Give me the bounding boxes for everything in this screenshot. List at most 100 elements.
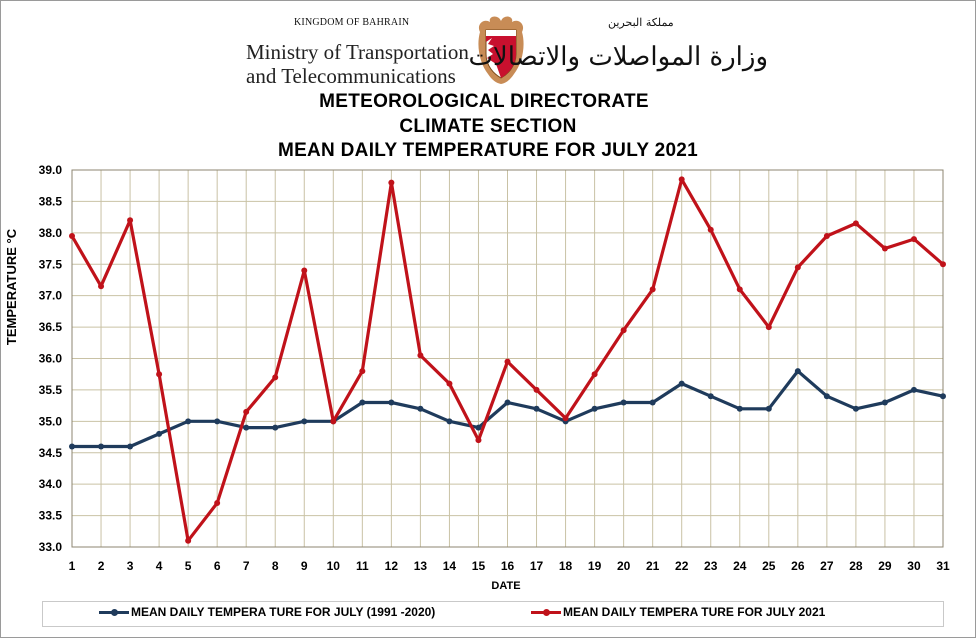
data-point-normal xyxy=(69,443,75,450)
y-tick-label: 34.5 xyxy=(39,446,63,460)
x-tick-label: 9 xyxy=(301,559,308,573)
data-point-normal xyxy=(765,405,772,412)
chart-title: METEOROLOGICAL DIRECTORATE xyxy=(319,91,649,112)
y-tick-label: 37.5 xyxy=(39,257,63,271)
data-point-normal xyxy=(98,443,105,450)
y-tick-label: 39.0 xyxy=(39,163,63,177)
x-axis-label: DATE xyxy=(491,580,520,592)
data-point-normal xyxy=(707,393,714,400)
x-tick-label: 22 xyxy=(675,559,689,573)
data-point-current xyxy=(98,283,105,290)
bahrain-emblem-icon xyxy=(478,16,524,84)
x-tick-label: 21 xyxy=(646,559,660,573)
data-point-normal xyxy=(388,399,395,406)
data-point-current xyxy=(127,217,134,224)
x-tick-label: 17 xyxy=(530,559,544,573)
data-point-normal xyxy=(678,380,685,387)
chart-series xyxy=(69,176,946,544)
x-tick-label: 19 xyxy=(588,559,602,573)
x-tick-label: 10 xyxy=(327,559,341,573)
y-tick-label: 36.0 xyxy=(39,352,63,366)
data-point-normal xyxy=(620,399,627,406)
data-point-current xyxy=(678,176,685,183)
legend-item-normal: MEAN DAILY TEMPERA TURE FOR JULY (1991 -… xyxy=(99,605,435,619)
data-point-current xyxy=(185,537,192,544)
y-tick-label: 35.5 xyxy=(39,383,63,397)
x-tick-label: 1 xyxy=(69,559,76,573)
data-point-current xyxy=(446,380,453,387)
data-point-current xyxy=(852,220,859,227)
x-tick-label: 12 xyxy=(385,559,399,573)
kingdom-label: KINGDOM OF BAHRAIN xyxy=(294,17,410,28)
data-point-current xyxy=(272,374,279,381)
data-point-normal xyxy=(504,399,511,406)
x-tick-label: 4 xyxy=(156,559,163,573)
data-point-current xyxy=(330,418,337,425)
data-point-current xyxy=(214,500,221,507)
ministry-line-2: and Telecommunications xyxy=(246,64,456,88)
data-point-normal xyxy=(794,368,801,375)
data-point-current xyxy=(156,371,163,378)
line-chart: 33.0 33.5 34.0 34.5 35.0 35.5 36.0 36.5 37.0 37.5… xyxy=(39,163,950,592)
x-tick-label: 28 xyxy=(849,559,863,573)
y-tick-label: 33.0 xyxy=(39,540,63,554)
data-point-normal xyxy=(417,405,424,412)
x-tick-label: 23 xyxy=(704,559,718,573)
data-point-normal xyxy=(736,405,743,412)
data-point-current xyxy=(504,358,511,365)
data-point-normal xyxy=(359,399,366,406)
y-tick-label: 36.5 xyxy=(39,320,63,334)
chart-subtitle: CLIMATE SECTION xyxy=(399,116,577,137)
x-tick-label: 20 xyxy=(617,559,631,573)
data-point-current xyxy=(533,386,540,393)
data-point-current xyxy=(69,232,75,239)
legend-item-2021: MEAN DAILY TEMPERA TURE FOR JULY 2021 xyxy=(531,605,825,619)
data-point-current xyxy=(649,286,656,293)
chart-legend: MEAN DAILY TEMPERA TURE FOR JULY (1991 -… xyxy=(42,601,944,627)
data-point-normal xyxy=(823,393,830,400)
legend-swatch-2021 xyxy=(531,608,561,616)
x-tick-label: 8 xyxy=(272,559,279,573)
y-tick-label: 38.5 xyxy=(39,194,63,208)
data-point-normal xyxy=(910,386,917,393)
x-tick-label: 29 xyxy=(878,559,892,573)
data-point-current xyxy=(765,324,772,331)
arabic-ministry-name: وزارة المواصلات والاتصالات xyxy=(468,42,768,72)
data-point-normal xyxy=(446,418,453,425)
x-tick-label: 11 xyxy=(356,559,369,573)
data-point-current xyxy=(881,245,888,252)
data-point-normal xyxy=(591,405,598,412)
x-tick-label: 13 xyxy=(414,559,428,573)
y-axis-label: TEMPERATURE °C xyxy=(4,228,19,346)
x-tick-label: 7 xyxy=(243,559,250,573)
data-point-current xyxy=(736,286,743,293)
legend-label-normal: MEAN DAILY TEMPERA TURE FOR JULY (1991 -… xyxy=(131,605,436,619)
data-point-current xyxy=(417,352,424,359)
arabic-kingdom-label: مملكة البحرين xyxy=(608,16,674,29)
data-point-normal xyxy=(533,405,540,412)
x-tick-label: 27 xyxy=(820,559,834,573)
legend-label-2021: MEAN DAILY TEMPERA TURE FOR JULY 2021 xyxy=(563,605,826,619)
data-point-normal xyxy=(649,399,656,406)
data-point-normal xyxy=(475,424,482,431)
x-tick-label: 18 xyxy=(559,559,573,573)
data-point-normal xyxy=(185,418,192,425)
x-tick-label: 24 xyxy=(733,559,747,573)
y-tick-label: 35.0 xyxy=(39,414,63,428)
x-tick-label: 31 xyxy=(936,559,950,573)
data-point-normal xyxy=(940,393,946,400)
y-tick-label: 37.0 xyxy=(39,289,63,303)
x-tick-label: 6 xyxy=(214,559,221,573)
data-point-current xyxy=(562,415,569,422)
data-point-normal xyxy=(272,424,279,431)
x-tick-label: 2 xyxy=(98,559,105,573)
data-point-current xyxy=(620,327,627,334)
data-point-normal xyxy=(852,405,859,412)
x-tick-label: 16 xyxy=(501,559,515,573)
x-tick-label: 25 xyxy=(762,559,776,573)
data-point-current xyxy=(475,437,482,444)
data-point-current xyxy=(591,371,598,378)
data-point-current xyxy=(823,232,830,239)
y-tick-label: 34.0 xyxy=(39,477,63,491)
x-tick-label: 30 xyxy=(907,559,921,573)
